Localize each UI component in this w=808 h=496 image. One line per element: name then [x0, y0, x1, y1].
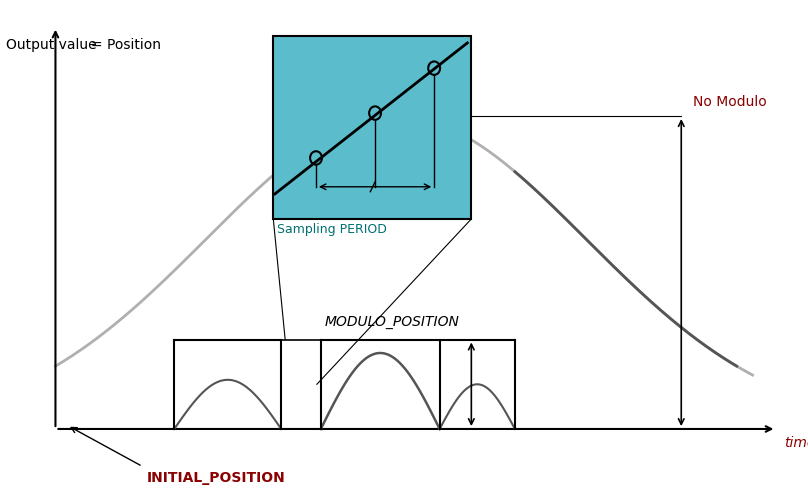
Text: No Modulo: No Modulo: [693, 95, 767, 109]
Text: MODULO_POSITION: MODULO_POSITION: [325, 315, 460, 329]
Text: Sampling PERIOD: Sampling PERIOD: [277, 223, 387, 237]
Bar: [281, 340, 321, 429]
Text: Output value: Output value: [6, 38, 96, 52]
Bar: [273, 36, 471, 219]
Text: INITIAL_POSITION: INITIAL_POSITION: [146, 471, 285, 485]
Text: time: time: [785, 436, 808, 450]
Text: = Position: = Position: [91, 38, 161, 52]
